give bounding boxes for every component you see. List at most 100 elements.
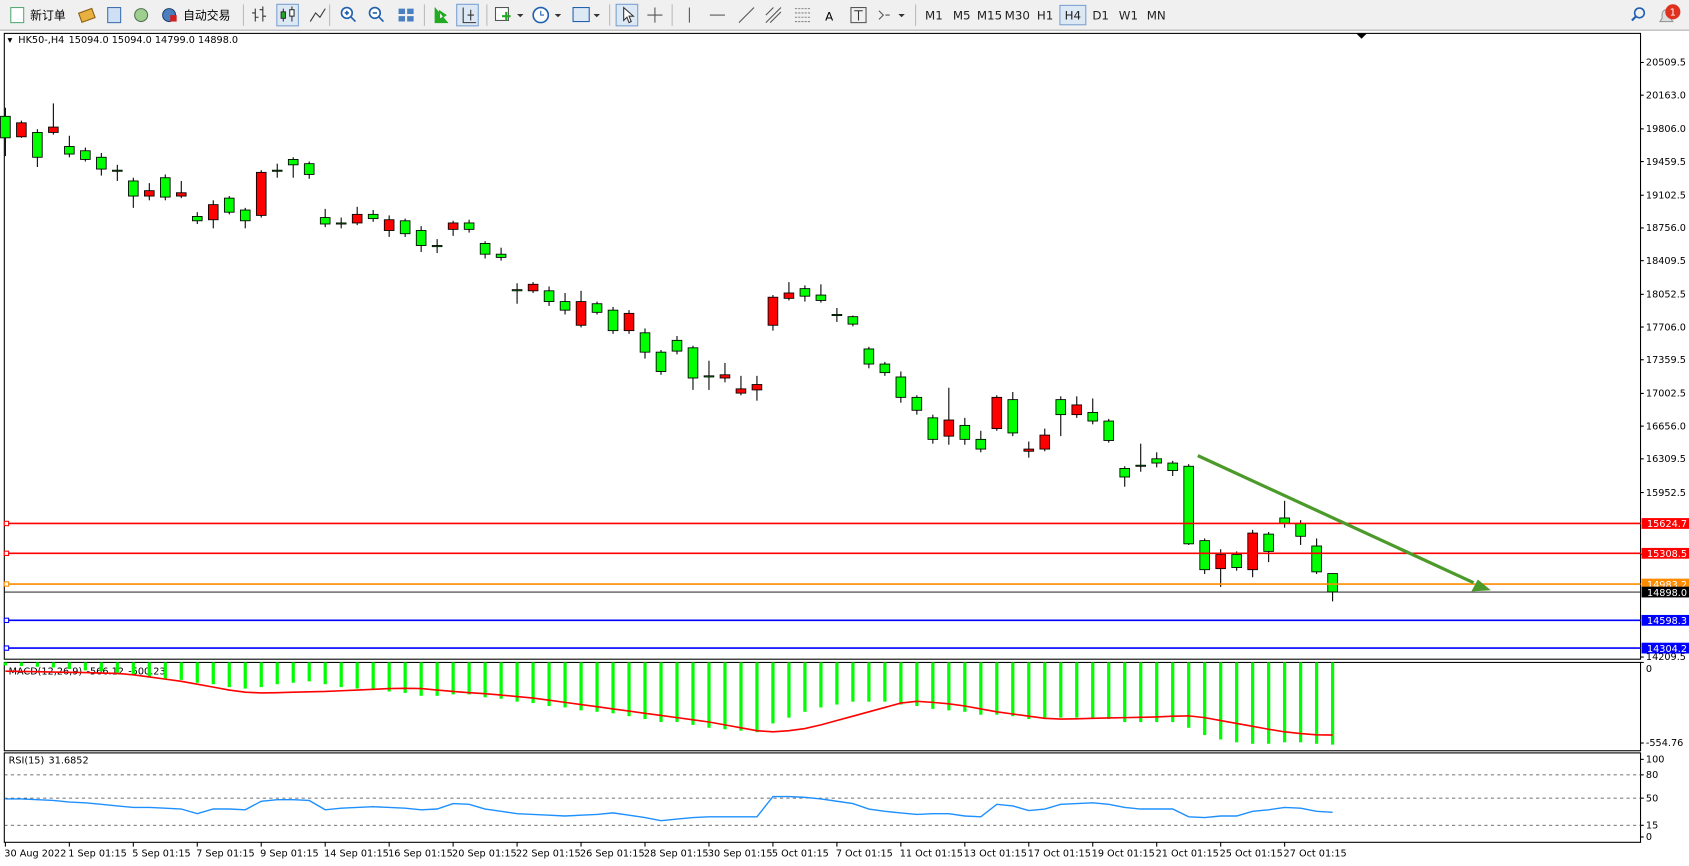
y-tick-label: -554.76 <box>1646 738 1683 749</box>
macd-bar <box>211 662 215 685</box>
plot: 20509.5 20163.0 19806.0 19459.5 19102.5 18756… <box>0 58 1689 859</box>
icon[interactable] <box>134 8 149 23</box>
cursor-icon[interactable] <box>623 6 635 24</box>
macd-bar <box>499 662 503 699</box>
bar-chart-icon[interactable] <box>252 6 267 22</box>
dropdown[interactable] <box>898 14 905 18</box>
candle-body <box>303 163 315 175</box>
candle-body <box>0 115 11 139</box>
candle-body <box>271 169 283 172</box>
search-icon <box>1633 7 1646 19</box>
timeframe-button[interactable]: H4 <box>1065 8 1081 22</box>
auto-trading-label: 自动交易 <box>183 8 230 22</box>
candle-body <box>1215 554 1226 570</box>
candle-body <box>1279 517 1290 524</box>
candle-body <box>191 216 203 222</box>
template-icon[interactable] <box>572 7 590 23</box>
candle-body <box>879 363 891 374</box>
timeframe-button[interactable]: W1 <box>1119 8 1138 22</box>
text-tool[interactable]: A <box>825 9 833 23</box>
level-tag <box>1641 586 1689 598</box>
y-tick-label: 14209.5 <box>1646 652 1686 663</box>
dropdown[interactable] <box>554 14 562 18</box>
macd-bar <box>883 662 887 702</box>
candle-body <box>927 417 939 440</box>
fibo-icon[interactable] <box>794 8 811 23</box>
x-tick-label: 20 Sep 01:15 <box>452 848 517 859</box>
candle-body <box>751 384 763 391</box>
crosshair-icon[interactable] <box>647 7 663 23</box>
candle-body <box>447 222 459 230</box>
macd-bar <box>739 662 743 731</box>
y-tick-label: 19806.0 <box>1646 124 1686 135</box>
icon[interactable] <box>107 7 122 24</box>
macd-bar <box>835 662 839 705</box>
candle-body <box>1103 420 1115 441</box>
autoscroll-icon[interactable] <box>434 7 449 24</box>
macd-bar <box>963 662 967 712</box>
timeframe-button[interactable]: M15 <box>977 8 1002 22</box>
candle-body <box>1295 522 1306 537</box>
timeframe-button[interactable]: M5 <box>953 8 971 22</box>
timeframe-button[interactable]: M1 <box>925 8 943 22</box>
symbol: HK50-,H4 <box>18 35 64 46</box>
timeframe-button[interactable]: D1 <box>1092 8 1109 22</box>
dropdown[interactable] <box>593 14 600 18</box>
candle-body <box>975 438 987 450</box>
candle-body <box>1327 573 1338 593</box>
trendline-icon[interactable] <box>738 7 755 24</box>
candle-body <box>783 292 795 299</box>
main-window <box>3 32 1642 660</box>
macd-bar <box>99 662 103 672</box>
arrows-icon[interactable] <box>878 10 890 20</box>
notifications[interactable]: 1 <box>1658 4 1681 23</box>
macd-bar <box>643 662 647 720</box>
x-tick-label: 22 Sep 01:15 <box>516 848 581 859</box>
rsi-line <box>5 795 1333 822</box>
candle-body <box>575 301 587 326</box>
candle-body <box>991 396 1003 430</box>
macd-bar <box>915 662 919 707</box>
macd-bar <box>1075 662 1079 718</box>
level-handle <box>3 581 10 587</box>
candle-body <box>639 332 651 353</box>
tile-icon[interactable] <box>398 8 414 22</box>
x-tick-label: 28 Sep 01:15 <box>644 848 709 859</box>
timeframe-button[interactable]: H1 <box>1037 8 1053 22</box>
x-tick-label: 13 Oct 01:15 <box>964 848 1027 859</box>
level-label: 15624.7 <box>1647 519 1687 530</box>
line-chart-icon[interactable] <box>309 8 326 22</box>
macd-bar <box>419 662 423 696</box>
candle-body <box>1167 462 1178 472</box>
search-button[interactable] <box>1631 7 1646 22</box>
candle-body <box>735 388 747 394</box>
new-order-button[interactable]: 新订单 <box>10 7 66 24</box>
shift-marker <box>1356 33 1367 39</box>
x-tick-label: 26 Sep 01:15 <box>580 848 645 859</box>
candle-body <box>655 351 667 372</box>
candle-body <box>1119 467 1131 478</box>
level-label: 14898.0 <box>1647 588 1687 599</box>
channel-icon[interactable] <box>765 7 782 24</box>
timeframe-button[interactable]: M30 <box>1005 8 1030 22</box>
macd-bar <box>1123 662 1127 722</box>
macd-bar <box>115 662 119 673</box>
level-handle <box>3 550 10 557</box>
label-icon[interactable] <box>850 7 867 24</box>
y-tick-label: 16656.0 <box>1646 421 1686 432</box>
candle-body <box>863 348 875 365</box>
auto-trading-button[interactable]: 自动交易 <box>162 8 231 22</box>
macd-bar <box>995 662 999 715</box>
dropdown[interactable] <box>517 14 524 18</box>
macd-bar <box>1251 662 1255 744</box>
candle-body <box>1023 448 1035 452</box>
candle-body <box>559 301 571 311</box>
macd-bar <box>1171 662 1175 722</box>
candle-body <box>1007 399 1019 434</box>
timeframe-button[interactable]: MN <box>1147 8 1166 22</box>
icon[interactable] <box>77 7 96 24</box>
y-tick-label: 18052.5 <box>1646 290 1686 301</box>
y-tick-label: 15952.5 <box>1646 488 1686 499</box>
shift-icon[interactable] <box>462 7 477 24</box>
